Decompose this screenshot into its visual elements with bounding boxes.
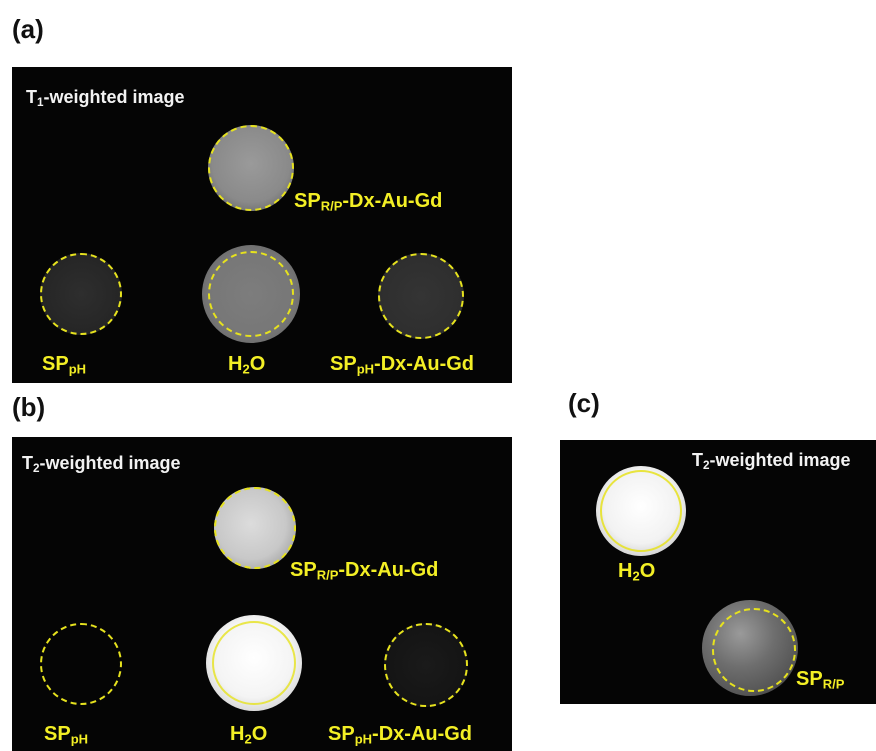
sample-label-sp-rp: SPR/P [796,668,845,692]
mri-panel-a: T1-weighted image SPR/P-Dx-Au-Gd SPpH H2… [12,67,512,383]
sample-label-sp-ph-dx-au-gd: SPpH-Dx-Au-Gd [330,353,475,377]
sample-label-sp-ph: SPpH [42,353,87,377]
sample-outline [40,253,122,335]
panel-b-label: (b) [12,392,46,422]
panel-a-title: T1-weighted image [26,87,185,109]
panel-c-title: T2-weighted image [692,450,851,472]
sample-outline [208,125,294,211]
sample-label-h2o: H2O [230,723,268,747]
sample-outline [214,487,296,569]
sample-label-sp-ph: SPpH [44,723,89,747]
sample-outline [600,470,682,552]
sample-label-sp-ph-dx-au-gd: SPpH-Dx-Au-Gd [328,723,473,747]
sample-outline [712,608,796,692]
mri-panel-c: T2-weighted image H2O SPR/P [560,440,876,704]
mri-panel-b: T2-weighted image SPR/P-Dx-Au-Gd SPpH H2… [12,437,512,751]
sample-outline [384,623,468,707]
sample-outline [212,621,296,705]
panel-a-label: (a) [12,14,44,44]
panel-b-title: T2-weighted image [22,453,181,475]
sample-outline [40,623,122,705]
sample-outline [378,253,464,339]
sample-label-sp-rp-dx-au-gd: SPR/P-Dx-Au-Gd [294,190,443,214]
panel-c-label: (c) [568,388,600,418]
sample-label-h2o: H2O [618,560,656,584]
sample-outline [208,251,294,337]
sample-label-h2o: H2O [228,353,266,377]
sample-label-sp-rp-dx-au-gd: SPR/P-Dx-Au-Gd [290,559,439,583]
